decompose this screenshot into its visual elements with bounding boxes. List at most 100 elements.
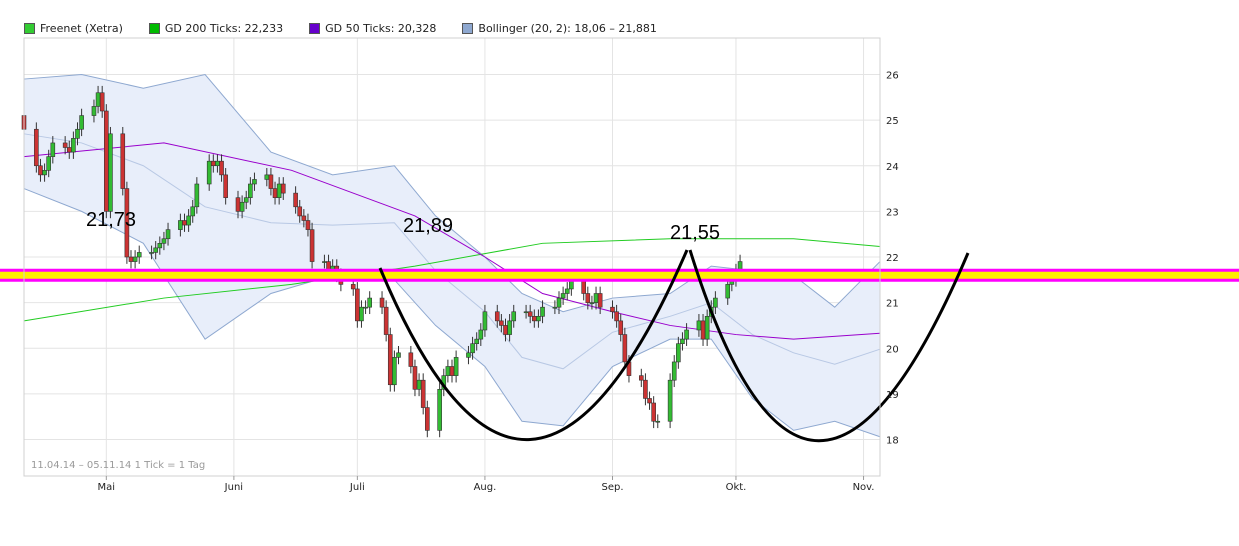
- y-tick-label: 22: [886, 253, 899, 264]
- candle-body: [363, 306, 368, 309]
- candle-body: [667, 379, 673, 422]
- candle-body: [264, 174, 270, 180]
- candle-body: [71, 138, 76, 153]
- x-tick-label: Sep.: [601, 482, 623, 493]
- candle-body: [647, 398, 652, 404]
- candle-body: [280, 183, 286, 194]
- x-tick-label: Mai: [98, 482, 116, 493]
- candle-body: [46, 156, 51, 171]
- candle-body: [581, 279, 586, 294]
- candle-body: [396, 352, 401, 358]
- candle-body: [449, 366, 455, 376]
- gd50-line: [23, 142, 881, 340]
- candle-body: [478, 329, 484, 340]
- candle-body: [684, 329, 689, 340]
- y-tick-label: 26: [886, 71, 899, 82]
- candle-body: [301, 215, 307, 221]
- candle-body: [622, 334, 628, 363]
- candle-body: [552, 306, 558, 309]
- candle-body: [597, 293, 603, 308]
- candle-body: [322, 261, 327, 263]
- gd200-swatch-icon: [148, 22, 160, 34]
- candle-body: [248, 183, 253, 198]
- candle-body: [153, 247, 158, 253]
- candle-body: [614, 311, 619, 322]
- candle-body: [527, 311, 533, 317]
- candle-body: [157, 243, 163, 249]
- candle-body: [309, 229, 315, 262]
- candle-body: [523, 311, 529, 314]
- cup-curve: [688, 249, 970, 443]
- x-axis: Mai Juni Juli Aug. Sep. Okt. Nov.: [98, 476, 875, 493]
- candle-body: [503, 325, 508, 335]
- candle-body: [610, 306, 615, 313]
- legend-item-bollinger: Bollinger (20, 2): 18,06 – 21,881: [462, 22, 657, 35]
- legend-item-gd200: GD 200 Ticks: 22,233: [148, 22, 283, 35]
- x-tick-label: Juni: [224, 482, 243, 493]
- candle-body: [42, 170, 47, 176]
- candle-body: [50, 142, 56, 157]
- legend-item-gd50: GD 50 Ticks: 20,328: [309, 22, 436, 35]
- candle-body: [532, 316, 537, 322]
- candle-body: [676, 343, 681, 363]
- candle-body: [252, 179, 257, 185]
- annotation-21-89: 21,89: [403, 215, 453, 237]
- x-tick-label: Okt.: [726, 482, 747, 493]
- candle-body: [161, 238, 167, 244]
- candle-body: [704, 316, 710, 340]
- candle-body: [104, 110, 109, 212]
- candle-body: [425, 407, 430, 431]
- candle-body: [272, 188, 278, 198]
- candle-body: [379, 297, 385, 308]
- candle-body: [305, 220, 311, 230]
- date-range-footer: 11.04.14 – 05.11.14 1 Tick = 1 Tag: [31, 460, 205, 471]
- candle-body: [190, 206, 196, 217]
- y-tick-label: 19: [886, 390, 899, 401]
- candle-body: [618, 320, 624, 335]
- x-tick-label: Juli: [349, 482, 365, 493]
- candle-body: [556, 297, 562, 308]
- price-swatch-icon: [24, 22, 35, 34]
- annotation-21-73: 21,73: [86, 209, 136, 231]
- candle-body: [593, 293, 599, 303]
- candle-body: [178, 220, 183, 230]
- candle-body: [128, 256, 134, 262]
- candle-body: [62, 142, 68, 148]
- candle-body: [350, 284, 356, 290]
- y-tick-label: 25: [886, 116, 899, 127]
- candle-body: [91, 106, 97, 116]
- x-tick-label: Nov.: [853, 482, 875, 493]
- candle-body: [392, 357, 397, 386]
- candle-body: [293, 192, 298, 208]
- moving-averages: [23, 142, 881, 340]
- chart-legend: Freenet (Xetra) GD 200 Ticks: 22,233 GD …: [24, 18, 683, 38]
- candle-body: [235, 197, 241, 212]
- candle-body: [367, 297, 372, 308]
- candle-body: [359, 306, 364, 322]
- y-axis: 18 19 20 21 22 23 24 25 26: [886, 71, 899, 447]
- candle-body: [420, 379, 426, 408]
- candle-body: [186, 215, 191, 226]
- candle-body: [639, 375, 644, 381]
- candle-body: [149, 252, 154, 254]
- legend-label-gd50: GD 50 Ticks: 20,328: [325, 21, 437, 35]
- candle-body: [696, 320, 702, 331]
- highlight-band: [0, 270, 1239, 281]
- candle-body: [671, 361, 677, 381]
- candle-body: [297, 206, 303, 217]
- candle-body: [680, 338, 685, 344]
- candle-body: [136, 252, 142, 258]
- candle-body: [38, 165, 43, 176]
- candle-body: [412, 366, 418, 390]
- candle-body: [206, 160, 212, 185]
- candle-body: [132, 256, 138, 262]
- candle-body: [215, 160, 220, 167]
- y-tick-label: 21: [886, 299, 899, 310]
- candle-body: [75, 128, 80, 139]
- candle-body: [416, 379, 422, 390]
- candlesticks: [21, 85, 743, 438]
- candle-body: [219, 160, 224, 176]
- candle-body: [494, 311, 500, 322]
- candle-body: [124, 188, 130, 258]
- candle-body: [511, 311, 517, 322]
